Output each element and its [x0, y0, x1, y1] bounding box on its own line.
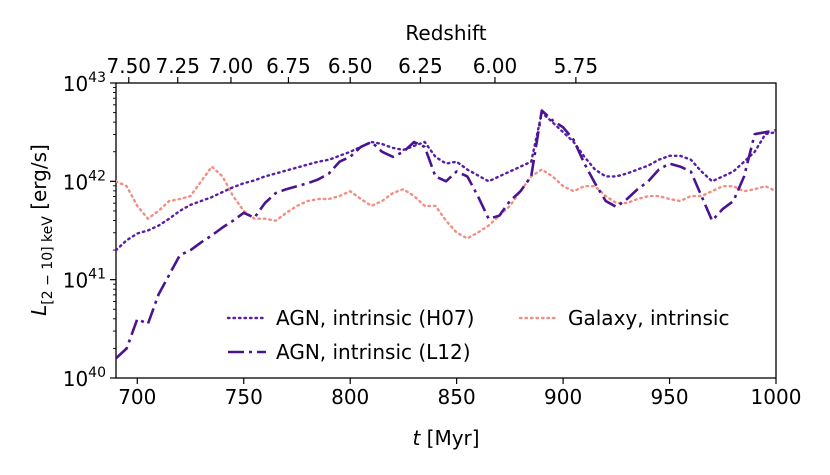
series-layer	[116, 109, 776, 360]
x-tick-label: 900	[544, 385, 582, 409]
top-tick-label: 6.75	[266, 54, 311, 78]
x-tick-label: 1000	[751, 385, 802, 409]
top-tick-label: 7.00	[209, 54, 254, 78]
y-tick-label: 1042	[63, 168, 106, 194]
top-tick-label: 6.00	[473, 54, 518, 78]
legend: AGN, intrinsic (H07) AGN, intrinsic (L12)…	[226, 306, 729, 364]
top-tick-label: 7.25	[155, 54, 200, 78]
series-line	[116, 165, 776, 240]
top-tick-label: 7.50	[107, 54, 152, 78]
top-tick-label: 6.25	[398, 54, 443, 78]
series-line	[116, 111, 776, 252]
top-axis-label: Redshift	[405, 21, 486, 45]
legend-label: AGN, intrinsic (H07)	[276, 306, 474, 330]
x-tick-label: 800	[331, 385, 369, 409]
y-axis-label: L[2 − 10] keV [erg/s]	[27, 144, 56, 316]
axes-layer: 700 750 800 850 900 950 1000 7.50 7.25 7.00 6.75 6.…	[63, 54, 802, 409]
legend-label: Galaxy, intrinsic	[568, 306, 729, 330]
x-tick-label: 750	[225, 385, 263, 409]
x-tick-label: 950	[650, 385, 688, 409]
x-tick-label: 850	[438, 385, 476, 409]
x-tick-label: 700	[118, 385, 156, 409]
top-tick-label: 6.50	[328, 54, 373, 78]
y-tick-label: 1040	[63, 365, 106, 391]
series-line	[116, 109, 776, 360]
plot-frame	[115, 82, 777, 379]
top-tick-label: 5.75	[554, 54, 599, 78]
y-tick-label: 1041	[63, 267, 106, 293]
y-tick-label: 1043	[63, 70, 106, 96]
x-axis-label: t [Myr]	[412, 426, 479, 450]
legend-label: AGN, intrinsic (L12)	[276, 340, 471, 364]
